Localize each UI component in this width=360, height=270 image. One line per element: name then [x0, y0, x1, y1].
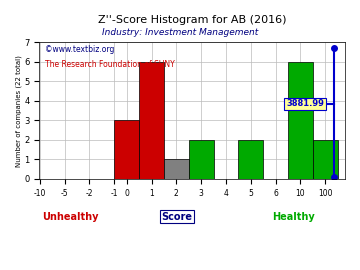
Bar [189, 140, 213, 179]
Y-axis label: Number of companies (22 total): Number of companies (22 total) [15, 55, 22, 167]
Title: Z''-Score Histogram for AB (2016): Z''-Score Histogram for AB (2016) [98, 15, 287, 25]
Text: The Research Foundation of SUNY: The Research Foundation of SUNY [45, 60, 175, 69]
Text: 3881.99: 3881.99 [286, 99, 324, 108]
Bar [313, 140, 338, 179]
Bar [164, 159, 189, 179]
Bar [114, 120, 139, 179]
Text: Healthy: Healthy [272, 212, 314, 222]
Text: Score: Score [161, 212, 192, 222]
Text: Unhealthy: Unhealthy [42, 212, 98, 222]
Bar [238, 140, 263, 179]
Bar [139, 62, 164, 179]
Text: Industry: Investment Management: Industry: Investment Management [102, 28, 258, 37]
Text: ©www.textbiz.org: ©www.textbiz.org [45, 45, 115, 54]
Bar [288, 62, 313, 179]
